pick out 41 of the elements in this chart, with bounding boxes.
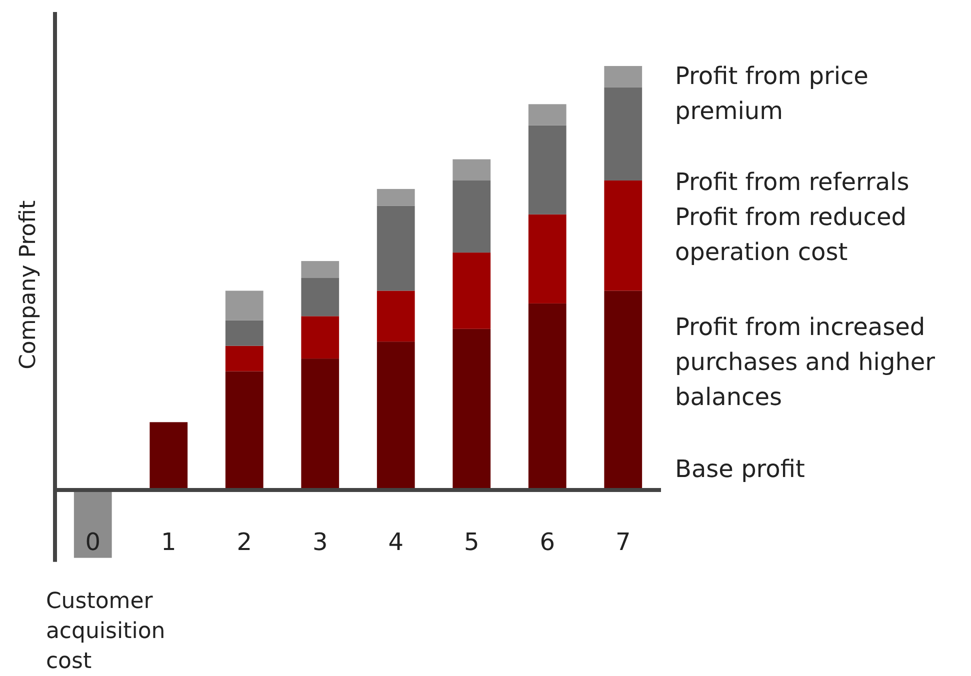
annotation: Customer acquisition cost	[46, 588, 166, 674]
bar	[604, 66, 642, 88]
bar	[301, 316, 340, 359]
bar	[376, 206, 415, 291]
text: Profit from increased purchases and higher balances	[675, 313, 936, 411]
x-tick-label: 0	[85, 528, 101, 556]
x-tick-label: 4	[388, 528, 404, 556]
bar	[452, 159, 491, 180]
bar	[225, 290, 264, 320]
bar	[528, 214, 566, 304]
bar	[376, 188, 415, 206]
x-tick-label: 7	[615, 528, 631, 556]
x-tick-label: 6	[540, 528, 556, 556]
bar	[528, 125, 566, 214]
bar	[604, 180, 642, 291]
bar	[604, 87, 642, 180]
bar	[301, 358, 340, 490]
bar	[301, 278, 340, 316]
bar	[604, 290, 642, 490]
bar	[528, 104, 566, 126]
text: Profit from referrals	[675, 168, 910, 196]
bar	[452, 328, 491, 490]
bar	[376, 342, 415, 490]
text: Profit from reduced operation cost	[675, 203, 906, 266]
x-tick-label: 1	[160, 528, 176, 556]
bar	[150, 422, 188, 490]
text: Base profit	[675, 455, 805, 483]
bar	[376, 290, 415, 342]
bar	[301, 261, 340, 278]
bar	[225, 346, 264, 372]
text: Profit from price premium	[675, 62, 868, 125]
y-axis-title: Company Profit	[16, 200, 41, 370]
bar	[225, 320, 264, 346]
x-tick-label: 5	[464, 528, 480, 556]
bar	[452, 252, 491, 329]
bar	[225, 371, 264, 490]
bar	[528, 303, 566, 490]
x-tick-label: 2	[236, 528, 252, 556]
bar	[452, 180, 491, 253]
bar	[74, 490, 112, 558]
x-tick-label: 3	[312, 528, 328, 556]
